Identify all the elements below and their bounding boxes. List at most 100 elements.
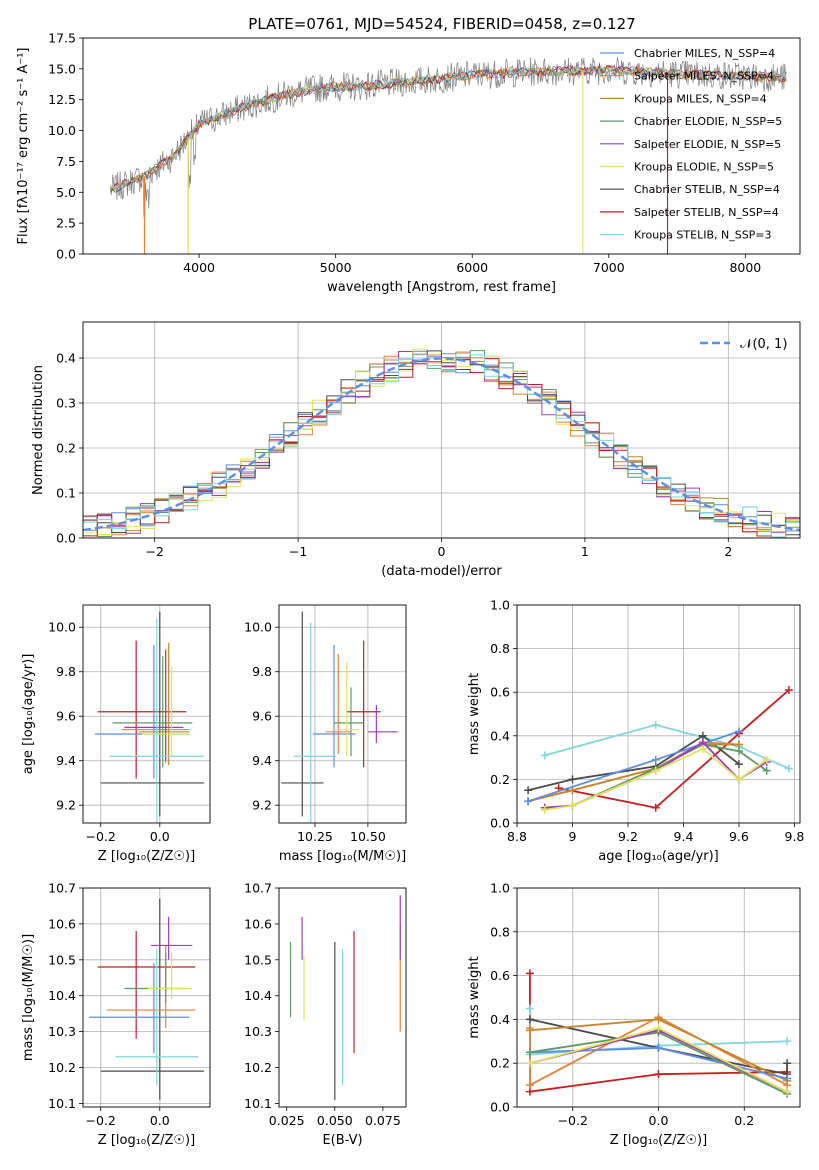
y-tick-label: 10.1 <box>48 1096 76 1111</box>
x-tick-label: 5000 <box>320 260 352 275</box>
figure-title: PLATE=0761, MJD=54524, FIBERID=0458, z=0… <box>248 15 635 33</box>
x-tick-label: 10.25 <box>297 829 333 844</box>
y-tick-label: 0.0 <box>490 816 510 831</box>
panel-massweight-vs-age: 8.8 9 9.2 9.4 9.6 9.8 0.0 0.2 0.4 0.6 0.8 1.0 age [l… <box>467 598 804 865</box>
y-tick-label: 9.6 <box>252 709 272 724</box>
axes-frame <box>82 321 801 539</box>
panel-mass-vs-Z: −0.2 0.0 10.1 10.2 10.3 10.4 10.5 10.6 10.7 Z [lo… <box>21 881 211 1148</box>
model-spectrum <box>110 64 787 193</box>
y-tick-label: 9.4 <box>252 753 272 768</box>
y-tick-label: 9.6 <box>56 709 76 724</box>
series <box>524 727 743 806</box>
series-marker <box>783 1087 792 1096</box>
series-marker <box>734 727 743 736</box>
x-tick-label: 6000 <box>456 260 488 275</box>
axes-frame <box>82 887 211 1108</box>
y-axis-label: mass weight <box>467 673 482 755</box>
x-tick-label: 0 <box>438 544 446 559</box>
x-tick-label: 0.025 <box>269 1113 305 1128</box>
x-tick-label: 0.0 <box>649 1113 669 1128</box>
x-tick-label: 8000 <box>729 260 761 275</box>
y-tick-label: 0.0 <box>56 531 76 546</box>
data-point <box>106 945 196 1029</box>
y-tick-label: 0.1 <box>56 486 76 501</box>
y-tick-label: 0.4 <box>56 351 76 366</box>
series-marker <box>525 969 534 978</box>
plot-area <box>83 605 210 823</box>
y-tick-label: 0.0 <box>490 1100 510 1115</box>
y-tick-label: 5.0 <box>56 185 76 200</box>
series-marker <box>654 1070 663 1079</box>
series <box>540 738 771 812</box>
series <box>540 744 771 814</box>
x-tick-label: −1 <box>289 544 307 559</box>
legend-label: Chabrier ELODIE, N_SSP=5 <box>634 115 782 128</box>
series-marker <box>734 747 743 756</box>
residual-histogram <box>83 353 800 538</box>
axes-frame <box>516 887 801 1108</box>
series-line <box>544 743 768 809</box>
y-tick-label: 9.8 <box>56 664 76 679</box>
series-marker <box>525 1004 534 1013</box>
x-tick-label: −2 <box>145 544 163 559</box>
plot-area <box>109 56 787 254</box>
x-tick-label: −0.2 <box>86 1113 116 1128</box>
series-marker <box>525 1081 534 1090</box>
residual-histogram <box>83 350 800 536</box>
y-tick-label: 10.7 <box>48 881 76 896</box>
series-marker <box>698 744 707 753</box>
series-marker <box>568 801 577 810</box>
y-tick-label: 0.2 <box>56 441 76 456</box>
panel-massweight-vs-Z: −0.2 0.0 0.2 0.0 0.2 0.4 0.6 0.8 1.0 Z [log₁₀(Z/Z… <box>467 881 801 1148</box>
x-tick-label: 0.050 <box>317 1113 353 1128</box>
x-axis-label: (data-model)/error <box>381 564 502 579</box>
y-tick-label: 9.8 <box>252 664 272 679</box>
y-tick-label: 10.3 <box>48 1024 76 1039</box>
panel-age-vs-Z: −0.2 0.0 9.2 9.4 9.6 9.8 10.0 Z [log₁₀(Z/Z☉)] ag… <box>21 604 211 864</box>
data-point <box>97 640 187 779</box>
y-axis-label: Normed distribution <box>31 365 46 495</box>
legend-label: Salpeter STELIB, N_SSP=4 <box>634 206 779 219</box>
series-marker <box>525 1026 534 1035</box>
y-tick-label: 10.0 <box>48 123 76 138</box>
y-tick-label: 10.0 <box>48 620 76 635</box>
x-tick-label: 0.075 <box>365 1113 401 1128</box>
plot-area <box>279 605 406 823</box>
series-marker <box>651 766 660 775</box>
series-marker <box>783 1059 792 1068</box>
legend-label: Kroupa STELIB, N_SSP=3 <box>634 229 772 242</box>
x-tick-label: 1 <box>581 544 589 559</box>
axes-frame <box>82 604 211 824</box>
data-point <box>109 618 205 823</box>
y-axis-label: age [log₁₀(age/yr)] <box>21 654 36 775</box>
y-tick-label: 2.5 <box>56 216 76 231</box>
y-tick-label: 10.4 <box>244 988 272 1003</box>
y-tick-label: 10.4 <box>48 988 76 1003</box>
data-point <box>115 949 199 1086</box>
series-marker <box>762 766 771 775</box>
axes-frame <box>516 604 801 824</box>
series-marker <box>654 1043 663 1052</box>
x-axis-label: Z [log₁₀(Z/Z☉)] <box>610 1133 707 1148</box>
series-marker <box>651 755 660 764</box>
y-tick-label: 12.5 <box>48 92 76 107</box>
x-axis-label: Z [log₁₀(Z/Z☉)] <box>98 1133 195 1148</box>
y-tick-label: 10.5 <box>244 952 272 967</box>
series-marker <box>651 803 660 812</box>
legend-label: Salpeter ELODIE, N_SSP=5 <box>634 138 781 151</box>
data-point <box>147 952 193 1000</box>
normal-curve <box>83 357 800 532</box>
y-tick-label: 0.3 <box>56 396 76 411</box>
x-tick-label: 8.8 <box>507 829 527 844</box>
y-tick-label: 10.5 <box>48 952 76 967</box>
series-marker <box>734 760 743 769</box>
x-tick-label: 9.6 <box>729 829 749 844</box>
axes-frame <box>278 887 407 1108</box>
series-marker <box>525 1015 534 1024</box>
legend-label: Kroupa MILES, N_SSP=4 <box>634 92 767 105</box>
x-tick-label: 0.2 <box>734 1113 754 1128</box>
series-marker <box>654 1015 663 1024</box>
data-point <box>100 898 205 1100</box>
y-tick-label: 0.4 <box>490 728 510 743</box>
series-line <box>544 747 768 811</box>
